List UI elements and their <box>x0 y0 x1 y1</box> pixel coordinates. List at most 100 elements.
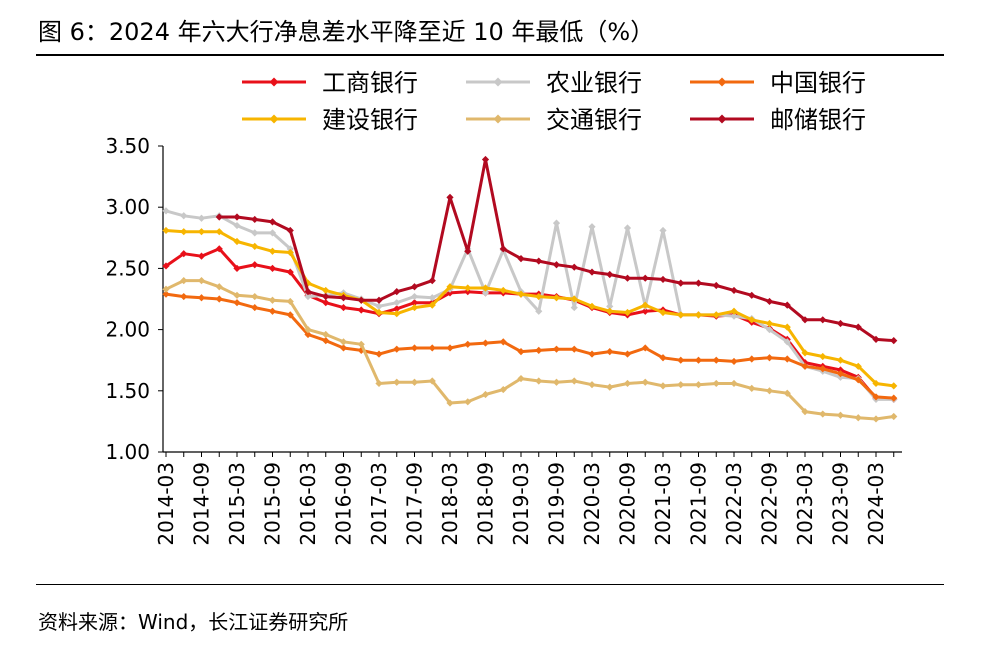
data-point <box>464 284 472 292</box>
data-point <box>623 274 632 282</box>
y-tick-label: 2.00 <box>105 318 150 342</box>
data-point <box>854 362 862 370</box>
series-line <box>165 209 894 401</box>
data-point <box>481 390 490 399</box>
data-point <box>836 319 845 328</box>
data-point <box>464 288 472 296</box>
series-line <box>219 158 894 343</box>
data-point <box>410 303 419 312</box>
data-point <box>481 289 490 297</box>
legend-item-0: 工商银行 <box>242 69 418 97</box>
data-point <box>339 344 348 352</box>
data-point <box>641 301 649 309</box>
legend-swatch-marker <box>717 77 727 87</box>
series-line <box>165 247 894 401</box>
data-point <box>304 326 312 334</box>
data-point <box>180 277 188 285</box>
data-point <box>357 340 365 348</box>
data-point <box>854 323 862 331</box>
data-point <box>251 303 259 312</box>
x-tick-label: 2021-09 <box>687 462 711 546</box>
data-point <box>393 345 401 353</box>
data-point <box>765 326 774 334</box>
x-tick-label: 2019-09 <box>545 462 569 546</box>
data-point <box>535 292 543 301</box>
data-point <box>197 252 206 260</box>
data-point <box>446 344 454 352</box>
data-point <box>393 378 401 386</box>
data-point <box>552 219 561 227</box>
data-point <box>641 307 649 315</box>
data-point <box>570 345 578 353</box>
data-point <box>233 213 241 221</box>
data-point <box>659 226 667 235</box>
data-point <box>765 387 774 395</box>
data-point <box>481 284 490 292</box>
data-point <box>517 374 525 383</box>
y-tick-label: 1.50 <box>105 379 150 403</box>
legend-item-4: 交通银行 <box>466 106 642 134</box>
data-point <box>836 356 845 364</box>
data-point <box>641 274 649 282</box>
y-tick-label: 1.00 <box>105 440 150 464</box>
data-point <box>517 348 525 356</box>
data-point <box>162 226 170 235</box>
data-point <box>428 294 436 302</box>
data-point <box>428 277 436 285</box>
data-point <box>748 291 756 299</box>
data-point <box>819 352 827 361</box>
data-point <box>357 296 365 304</box>
data-point <box>730 379 738 388</box>
data-point <box>783 389 791 397</box>
legend-swatch-marker <box>269 77 279 87</box>
x-tick-label: 2020-03 <box>580 462 604 546</box>
data-point <box>535 377 543 385</box>
data-point <box>588 302 596 310</box>
y-tick-label: 2.50 <box>105 256 150 280</box>
legend-swatch-marker <box>717 114 727 124</box>
data-point <box>286 268 294 276</box>
data-point <box>180 228 188 236</box>
data-point <box>322 330 330 339</box>
legend-swatch-marker <box>493 114 503 124</box>
data-point <box>268 296 277 304</box>
data-point <box>393 288 401 296</box>
data-point <box>410 292 419 301</box>
data-point <box>517 255 525 263</box>
data-point <box>606 383 614 391</box>
data-point <box>499 245 507 253</box>
data-point <box>215 228 223 236</box>
data-point <box>694 311 703 319</box>
x-tick-label: 2016-09 <box>332 462 356 546</box>
legend-item-2: 中国银行 <box>690 69 866 97</box>
data-point <box>819 365 827 373</box>
x-tick-label: 2017-03 <box>367 462 391 546</box>
data-point <box>819 410 827 418</box>
data-point <box>339 303 348 312</box>
data-point <box>801 362 809 370</box>
x-tick-label: 2023-09 <box>829 462 853 546</box>
data-point <box>339 294 348 302</box>
data-point <box>570 295 578 303</box>
data-point <box>410 299 419 307</box>
data-point <box>677 381 685 389</box>
data-point <box>375 302 383 310</box>
data-point <box>215 295 223 303</box>
data-point <box>322 292 330 301</box>
data-point <box>268 229 277 237</box>
data-point <box>322 299 330 307</box>
x-tick-label: 2014-09 <box>190 462 214 546</box>
data-point <box>162 285 170 293</box>
data-point <box>641 378 649 386</box>
data-point <box>304 330 312 339</box>
data-point <box>606 302 614 310</box>
data-point <box>499 385 507 394</box>
data-point <box>694 279 703 287</box>
data-point <box>872 393 880 401</box>
legend-label: 建设银行 <box>322 106 418 134</box>
data-point <box>268 264 277 272</box>
data-point <box>286 245 294 253</box>
data-point <box>712 356 720 364</box>
data-point <box>393 305 401 313</box>
